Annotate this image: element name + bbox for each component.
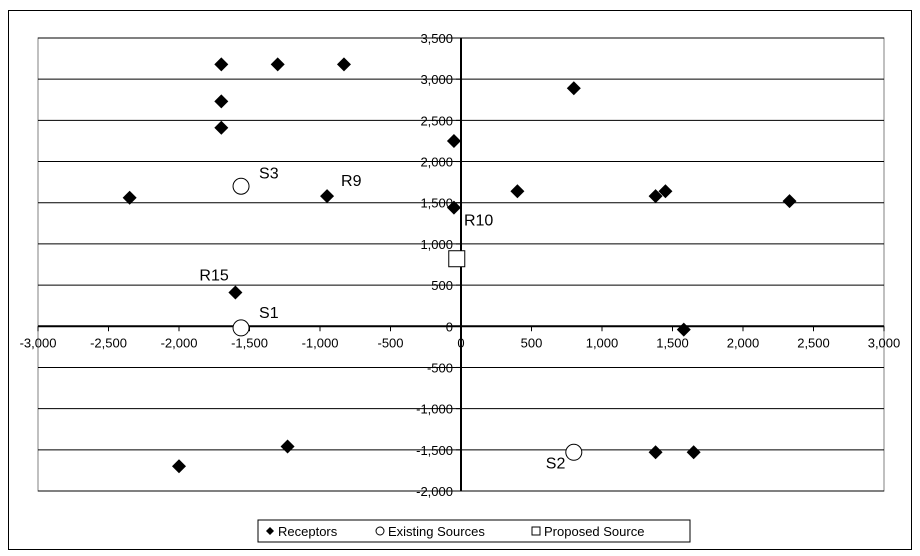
receptor-marker	[228, 285, 243, 300]
y-tick-label: 1,000	[420, 237, 453, 252]
existing-source-marker	[232, 177, 250, 195]
receptor-marker	[686, 445, 701, 460]
receptor-marker	[648, 445, 663, 460]
receptor-marker	[214, 57, 229, 72]
receptor-marker	[214, 94, 229, 109]
legend-label: Existing Sources	[388, 524, 485, 539]
y-tick-label: -1,000	[416, 402, 453, 417]
x-tick-label: -3,000	[20, 335, 57, 350]
receptor-marker	[648, 189, 663, 204]
existing-source-marker	[565, 443, 583, 461]
x-tick-label: -500	[377, 335, 403, 350]
mark-layer	[122, 57, 797, 474]
receptor-marker	[280, 439, 295, 454]
receptor-marker	[320, 189, 335, 204]
receptor-marker	[336, 57, 351, 72]
receptor-marker	[676, 322, 691, 337]
legend: Receptors Existing Sources Proposed Source	[257, 519, 691, 543]
receptor-marker	[658, 184, 673, 199]
label-layer: R15 R9 R10 S3 S1 S2	[199, 165, 565, 472]
receptor-marker	[510, 184, 525, 199]
proposed-source-marker	[448, 250, 466, 268]
y-tick-label: 0	[446, 319, 453, 334]
x-tick-label: 1,500	[656, 335, 689, 350]
x-tick-label: 3,000	[868, 335, 901, 350]
y-tick-label: -2,000	[416, 484, 453, 499]
x-tick-label: -1,500	[231, 335, 268, 350]
y-tick-label: 2,500	[420, 113, 453, 128]
x-tick-label: -2,500	[90, 335, 127, 350]
existing-source-marker	[232, 319, 250, 337]
x-tick-label: 1,000	[586, 335, 619, 350]
legend-marker-diamond	[266, 527, 274, 535]
point-label: S1	[259, 305, 279, 322]
legend-marker-circle	[375, 526, 385, 536]
receptor-marker	[172, 459, 186, 474]
legend-marker-square	[531, 526, 541, 536]
axis-layer: -3,000 -2,500 -2,000 -1,500 -1,000 -500 0 500 1,…	[20, 31, 901, 499]
y-tick-label: 500	[431, 278, 453, 293]
y-tick-label: 2,000	[420, 155, 453, 170]
receptor-marker	[122, 190, 137, 205]
legend-box	[257, 519, 691, 543]
y-tick-label: -500	[427, 360, 453, 375]
point-label: R9	[341, 173, 362, 190]
chart-frame: -3,000 -2,500 -2,000 -1,500 -1,000 -500 0 500 1,…	[8, 10, 912, 550]
point-label: R15	[199, 268, 228, 285]
legend-label: Receptors	[278, 524, 338, 539]
x-tick-label: 0	[457, 335, 464, 350]
y-tick-label: 3,500	[420, 31, 453, 46]
receptor-marker	[270, 57, 285, 72]
receptor-marker	[446, 133, 461, 148]
x-tick-label: 2,000	[727, 335, 760, 350]
x-tick-label: 500	[521, 335, 543, 350]
point-label: S2	[546, 455, 566, 472]
x-tick-label: -1,000	[302, 335, 339, 350]
receptor-marker	[214, 120, 229, 135]
point-label: S3	[259, 165, 279, 182]
legend-label: Proposed Source	[544, 524, 644, 539]
receptor-marker	[566, 81, 581, 96]
x-tick-label: -2,000	[161, 335, 198, 350]
receptor-marker	[446, 200, 461, 215]
scatter-chart: -3,000 -2,500 -2,000 -1,500 -1,000 -500 0 500 1,…	[8, 10, 912, 550]
y-tick-label: -1,500	[416, 443, 453, 458]
x-tick-label: 2,500	[797, 335, 830, 350]
y-tick-label: 3,000	[420, 72, 453, 87]
point-label: R10	[464, 213, 493, 230]
y-tick-label: 1,500	[420, 196, 453, 211]
receptor-marker	[782, 194, 797, 209]
